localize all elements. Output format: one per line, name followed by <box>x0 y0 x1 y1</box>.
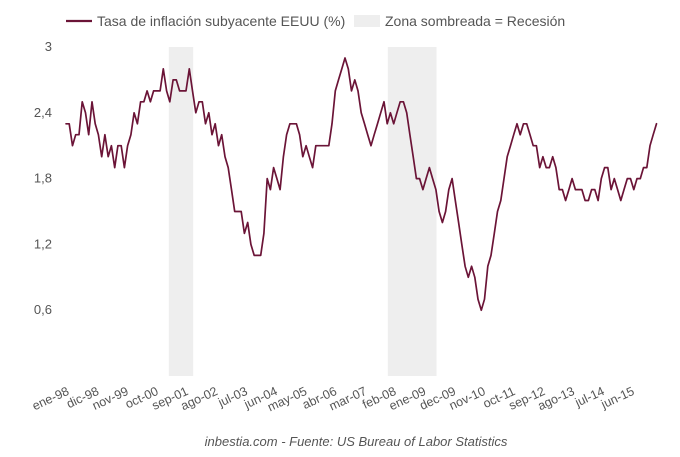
legend-line-label: Tasa de inflación subyacente EEUU (%) <box>97 13 345 29</box>
recession-band-2 <box>387 47 437 376</box>
source-caption: inbestia.com - Fuente: US Bureau of Labo… <box>205 434 508 449</box>
x-tick-label: jun-15 <box>598 384 636 412</box>
series-layer <box>65 57 658 312</box>
x-axis-ticks: ene-98dic-98nov-99oct-00sep-01ago-02jul-… <box>30 384 636 414</box>
legend-shade-swatch <box>354 15 380 27</box>
legend-shade-label: Zona sombreada = Recesión <box>385 13 565 29</box>
y-tick-label: 1,8 <box>34 171 52 186</box>
recession-shading <box>168 47 437 376</box>
y-tick-label: 3 <box>45 39 52 54</box>
y-tick-label: 0,6 <box>34 302 52 317</box>
recession-band-1 <box>168 47 194 376</box>
y-axis-ticks: 0,6 1,2 1,8 2,4 3 <box>34 39 52 317</box>
legend: Tasa de inflación subyacente EEUU (%) Zo… <box>66 13 565 29</box>
y-tick-label: 1,2 <box>34 236 52 251</box>
inflation-series-line <box>65 57 658 312</box>
y-tick-label: 2,4 <box>34 105 52 120</box>
